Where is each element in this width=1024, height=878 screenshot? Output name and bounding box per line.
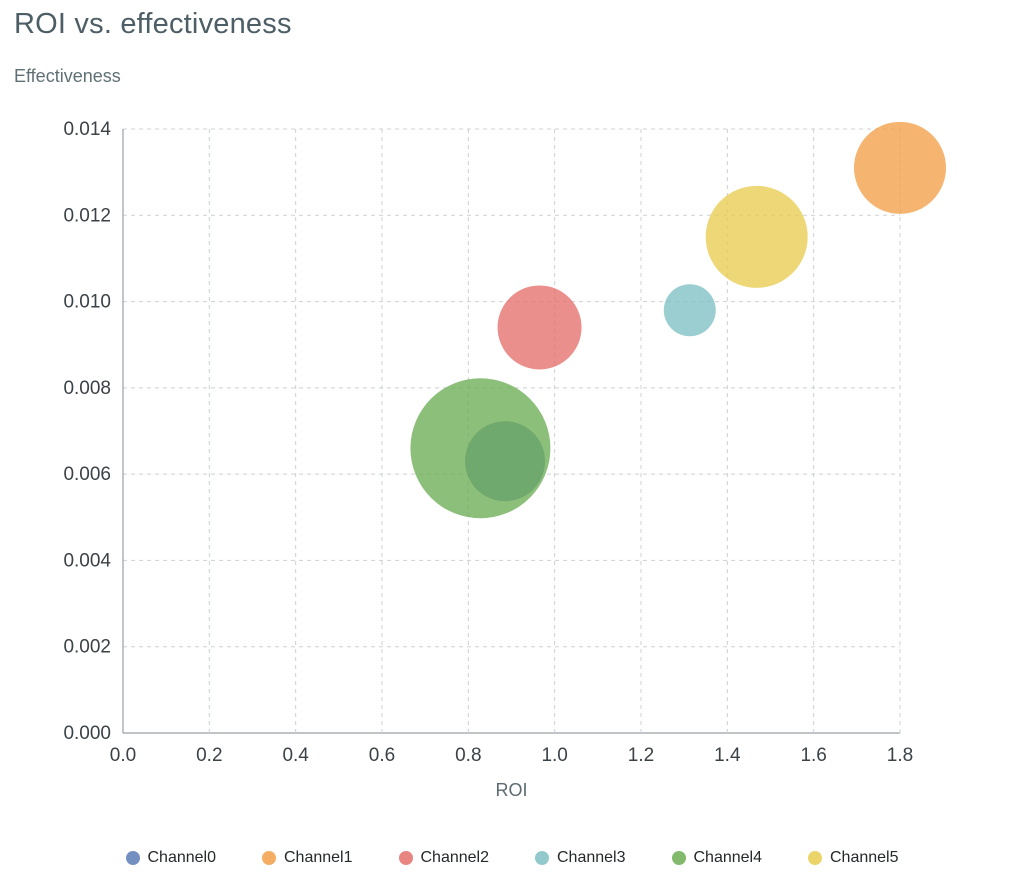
legend-item-channel5[interactable]: Channel5	[808, 849, 899, 867]
legend-marker-icon	[262, 851, 276, 865]
bubble-channel2[interactable]: Channel2	[497, 285, 582, 370]
legend-marker-icon	[671, 851, 686, 865]
y-tick-label: 0.006	[63, 464, 111, 485]
legend-item-channel1[interactable]: Channel1	[262, 849, 353, 867]
bubble-channel4[interactable]: Channel4	[410, 378, 551, 519]
legend-label: Channel1	[284, 849, 353, 866]
x-tick-label: 0.0	[110, 745, 136, 766]
x-tick-label: 1.2	[628, 745, 654, 766]
y-tick-label: 0.004	[63, 550, 111, 571]
y-tick-label: 0.014	[63, 119, 111, 140]
legend-label: Channel5	[830, 849, 899, 866]
legend-marker-icon	[398, 851, 413, 865]
bubble-channel1[interactable]: Channel1	[854, 121, 946, 214]
legend-item-channel2[interactable]: Channel2	[398, 849, 490, 867]
legend-label: Channel3	[557, 849, 626, 866]
x-tick-label: 1.4	[714, 745, 741, 766]
chart-legend: Channel0 Channel1 Channel2 Channel3 Channel4…	[0, 843, 1024, 873]
x-tick-label: 1.0	[541, 745, 567, 766]
x-tick-label: 0.6	[369, 745, 395, 766]
x-tick-label: 0.8	[455, 745, 481, 766]
legend-item-channel4[interactable]: Channel4	[671, 849, 763, 867]
x-axis-title: ROI	[495, 780, 528, 800]
x-tick-label: 1.8	[887, 745, 913, 766]
y-tick-label: 0.010	[63, 292, 111, 313]
legend-item-channel0[interactable]: Channel0	[125, 849, 217, 867]
y-tick-label: 0.002	[63, 637, 111, 658]
y-tick-label: 0.000	[63, 723, 111, 744]
legend-label: Channel0	[147, 849, 217, 866]
y-tick-label: 0.008	[63, 378, 111, 399]
legend-item-channel3[interactable]: Channel3	[535, 849, 626, 867]
x-tick-label: 0.2	[196, 745, 222, 766]
y-axis-title: Effectiveness	[14, 66, 121, 86]
bubble-channel5[interactable]: Channel5	[705, 185, 808, 288]
bubble-channel3[interactable]: Channel3	[663, 284, 716, 337]
chart-title: ROI vs. effectiveness	[14, 8, 292, 40]
x-tick-label: 0.4	[282, 745, 309, 766]
x-tick-label: 1.6	[800, 745, 826, 766]
legend-marker-icon	[125, 851, 140, 865]
legend-label: Channel2	[420, 849, 490, 866]
y-tick-label: 0.012	[63, 205, 111, 226]
legend-marker-icon	[808, 851, 822, 865]
legend-label: Channel4	[693, 849, 763, 866]
legend-marker-icon	[535, 851, 549, 865]
